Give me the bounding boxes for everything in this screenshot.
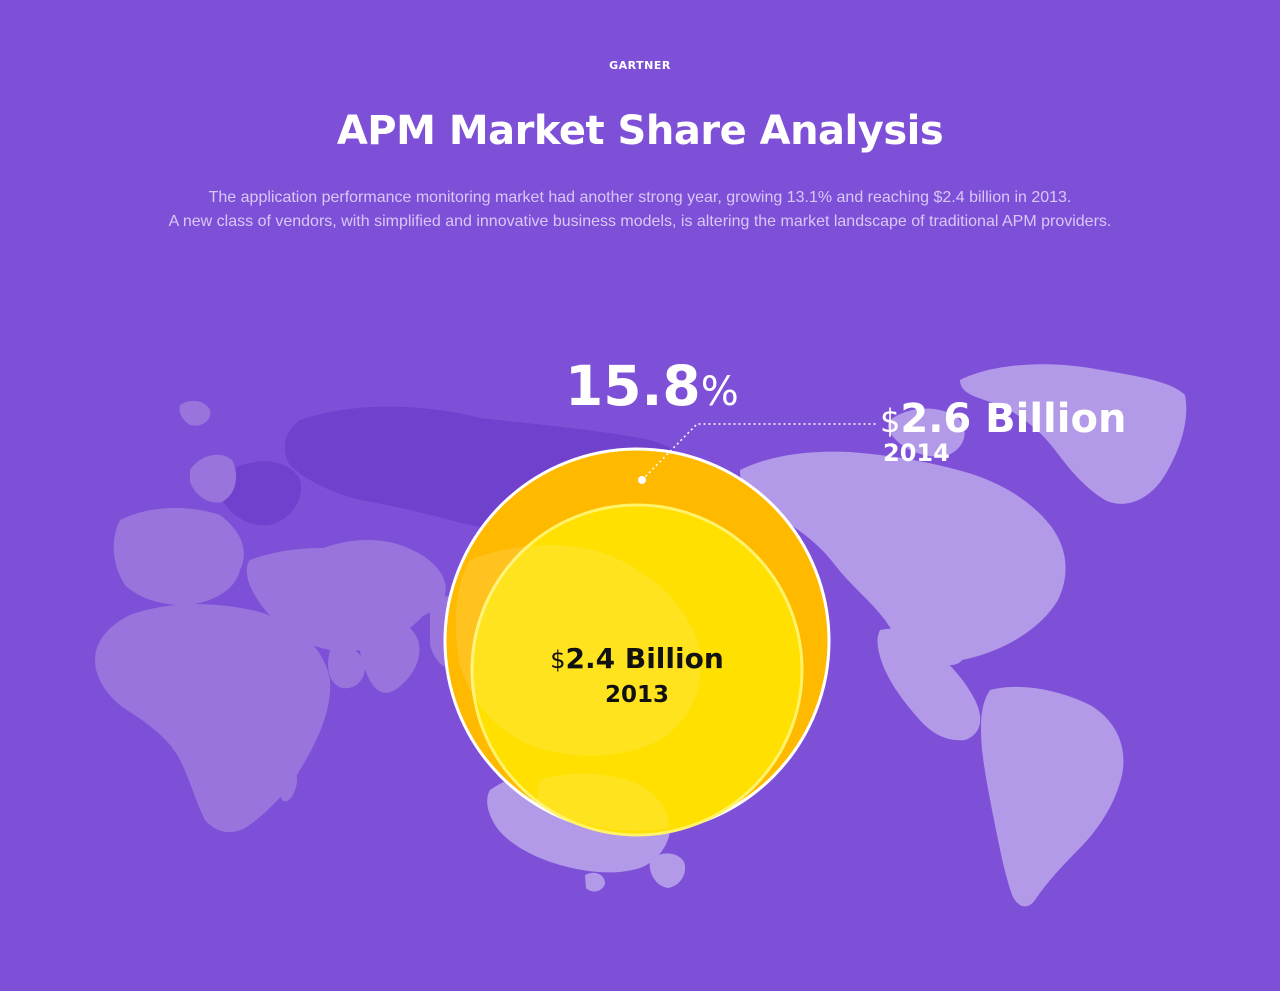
value-2014-currency: $ xyxy=(880,402,900,440)
value-2013-currency: $ xyxy=(550,646,565,674)
description-line-1: The application performance monitoring m… xyxy=(208,189,1072,206)
value-2014-amount: 2.6 Billion xyxy=(900,396,1126,442)
value-2013-amount: 2.4 Billion xyxy=(566,642,724,675)
world-map xyxy=(95,364,1187,907)
value-2014: $2.6 Billion xyxy=(880,396,1126,442)
growth-rate-number: 15.8 xyxy=(565,354,701,418)
source-label: GARTNER xyxy=(609,59,671,72)
description: The application performance monitoring m… xyxy=(0,186,1280,234)
map-eurasia-africa xyxy=(95,400,486,833)
growth-rate: 15.8% xyxy=(565,354,739,418)
map-americas-greenland xyxy=(740,364,1187,907)
description-line-2: A new class of vendors, with simplified … xyxy=(168,213,1112,230)
value-2013: $2.4 Billion xyxy=(550,642,724,675)
callout-connector xyxy=(638,423,878,484)
year-2014: 2014 xyxy=(883,439,950,467)
bubble-2013 xyxy=(470,503,804,837)
year-2013: 2013 xyxy=(605,682,669,708)
page-title: APM Market Share Analysis xyxy=(336,108,944,154)
growth-rate-percent: % xyxy=(701,369,739,415)
bubbles xyxy=(443,447,831,837)
callout-dotted-line xyxy=(641,423,878,481)
